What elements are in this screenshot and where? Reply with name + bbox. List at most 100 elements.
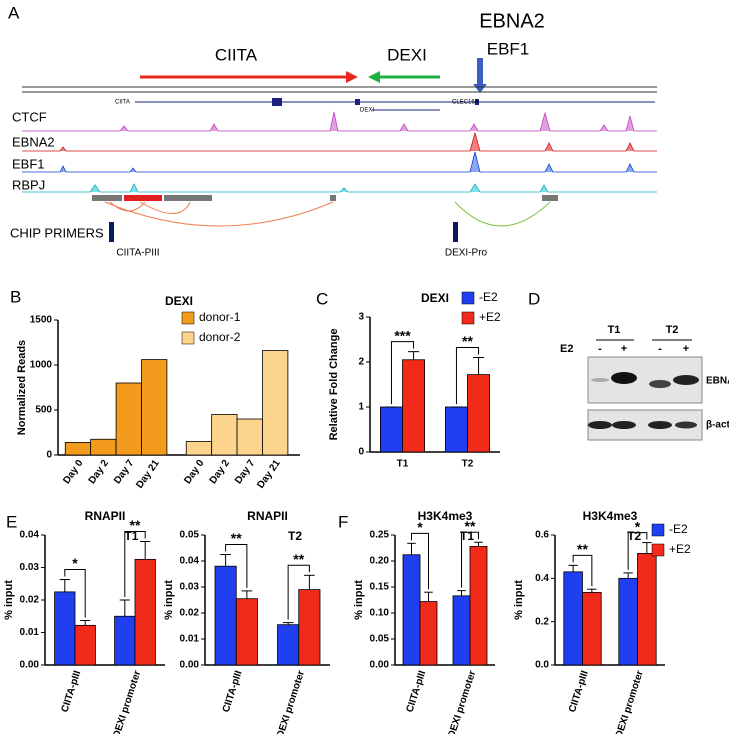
- treatment-label: E2: [560, 343, 573, 355]
- bar: [637, 553, 657, 666]
- treatment: -: [598, 343, 602, 355]
- x-tick-label: CIITA-pIII: [60, 669, 84, 714]
- x-tick-label: Day 2: [208, 458, 233, 487]
- group-label: T1: [608, 324, 621, 336]
- x-tick-label: DEXI promoter: [275, 669, 307, 734]
- significance-bracket: [455, 347, 480, 404]
- y-tick-label: 0.00: [180, 660, 200, 671]
- gene-track-label: CIITA: [115, 100, 130, 106]
- rbpj-track: [22, 183, 657, 193]
- band: [675, 421, 697, 429]
- group-label: T2: [666, 324, 679, 336]
- bar: [402, 359, 426, 453]
- y-tick-label: 0.05: [180, 530, 200, 541]
- y-tick-label: 0: [46, 450, 52, 461]
- bar: [467, 374, 491, 453]
- y-axis-label: % input: [163, 580, 175, 620]
- ctcf-track: [22, 111, 657, 132]
- significance-label: **: [130, 517, 141, 533]
- interaction-box: [330, 195, 336, 201]
- gene-arrow-head: [346, 71, 358, 83]
- bar: [469, 546, 488, 666]
- bar: [141, 359, 168, 456]
- y-tick-label: 0.10: [370, 608, 390, 619]
- x-tick-label: DEXI promoter: [614, 669, 646, 734]
- ebf1-track: [22, 151, 657, 173]
- y-tick-label: 0.05: [370, 634, 390, 645]
- panel-label: F: [338, 512, 348, 531]
- x-tick-label: DEXI promoter: [446, 669, 478, 734]
- primer: [453, 222, 458, 242]
- bar: [185, 441, 213, 456]
- significance-label: **: [293, 551, 304, 567]
- primer-label: DEXI-Pro: [445, 248, 488, 259]
- significance-bracket: [411, 532, 429, 590]
- y-tick-label: 0.03: [180, 582, 200, 593]
- bar: [277, 624, 300, 666]
- significance-label: *: [72, 555, 78, 571]
- factor-label: EBF1: [487, 39, 530, 58]
- bar: [379, 406, 403, 453]
- y-tick-label: 0.20: [370, 556, 390, 567]
- gene-track-label: CLEC16A: [452, 100, 479, 106]
- significance-label: **: [231, 530, 242, 546]
- bar: [618, 577, 638, 666]
- legend-label: +E2: [669, 542, 691, 556]
- chart-title: RNAPII: [247, 509, 288, 523]
- band: [648, 421, 672, 429]
- track-label: EBF1: [12, 156, 45, 171]
- panel-label: C: [316, 289, 328, 308]
- y-tick-label: 0.02: [20, 595, 40, 606]
- x-tick-label: Day 21: [134, 458, 162, 491]
- primer: [109, 222, 114, 242]
- bar: [298, 589, 321, 666]
- y-tick-label: 0.01: [180, 634, 200, 645]
- x-tick-label: Day 2: [87, 458, 112, 487]
- bar: [74, 624, 96, 666]
- primers-label: CHIP PRIMERS: [10, 225, 104, 240]
- bar: [54, 591, 76, 666]
- y-tick-label: 1000: [30, 360, 53, 371]
- bar: [214, 565, 237, 666]
- site-arrow: [477, 58, 483, 84]
- y-tick-label: 0.00: [20, 660, 40, 671]
- interaction-arc: [454, 201, 551, 227]
- bar: [452, 595, 471, 666]
- y-tick-label: 0.4: [535, 573, 549, 584]
- interaction-box: [164, 195, 212, 201]
- protein-label: β-actin: [706, 420, 729, 431]
- track-label: RBPJ: [12, 177, 45, 192]
- interaction-box: [124, 195, 162, 201]
- bar: [582, 592, 602, 666]
- x-tick-label: CIITA-pIII: [567, 669, 591, 714]
- gene-track-label: DEXI: [360, 108, 374, 114]
- panel-label: B: [10, 287, 21, 306]
- bar: [211, 414, 238, 456]
- x-tick-label: Day 7: [233, 458, 258, 487]
- significance-label: *: [417, 519, 423, 535]
- y-axis-label: % input: [3, 580, 15, 620]
- significance-label: **: [577, 541, 588, 557]
- significance-label: **: [462, 333, 473, 349]
- chart-title: RNAPII: [85, 509, 126, 523]
- bar: [235, 598, 258, 666]
- gene-arrow-head: [368, 71, 380, 83]
- bar: [419, 601, 438, 666]
- bar: [90, 438, 117, 456]
- chart-title: DEXI: [421, 291, 449, 305]
- ebna2-track: [22, 131, 657, 152]
- bar: [402, 554, 421, 666]
- x-tick-label: Day 21: [255, 458, 283, 491]
- bar: [236, 418, 263, 456]
- track-label: EBNA2: [12, 134, 55, 149]
- significance-bracket: [390, 341, 415, 404]
- primer-label: CIITA-PIII: [116, 248, 159, 259]
- exon: [272, 98, 282, 106]
- x-tick-label: T2: [462, 459, 474, 470]
- bar: [115, 382, 142, 456]
- significance-label: *: [635, 518, 641, 534]
- band: [591, 378, 609, 382]
- band: [588, 421, 612, 429]
- x-tick-label: CIITA-pIII: [405, 669, 429, 714]
